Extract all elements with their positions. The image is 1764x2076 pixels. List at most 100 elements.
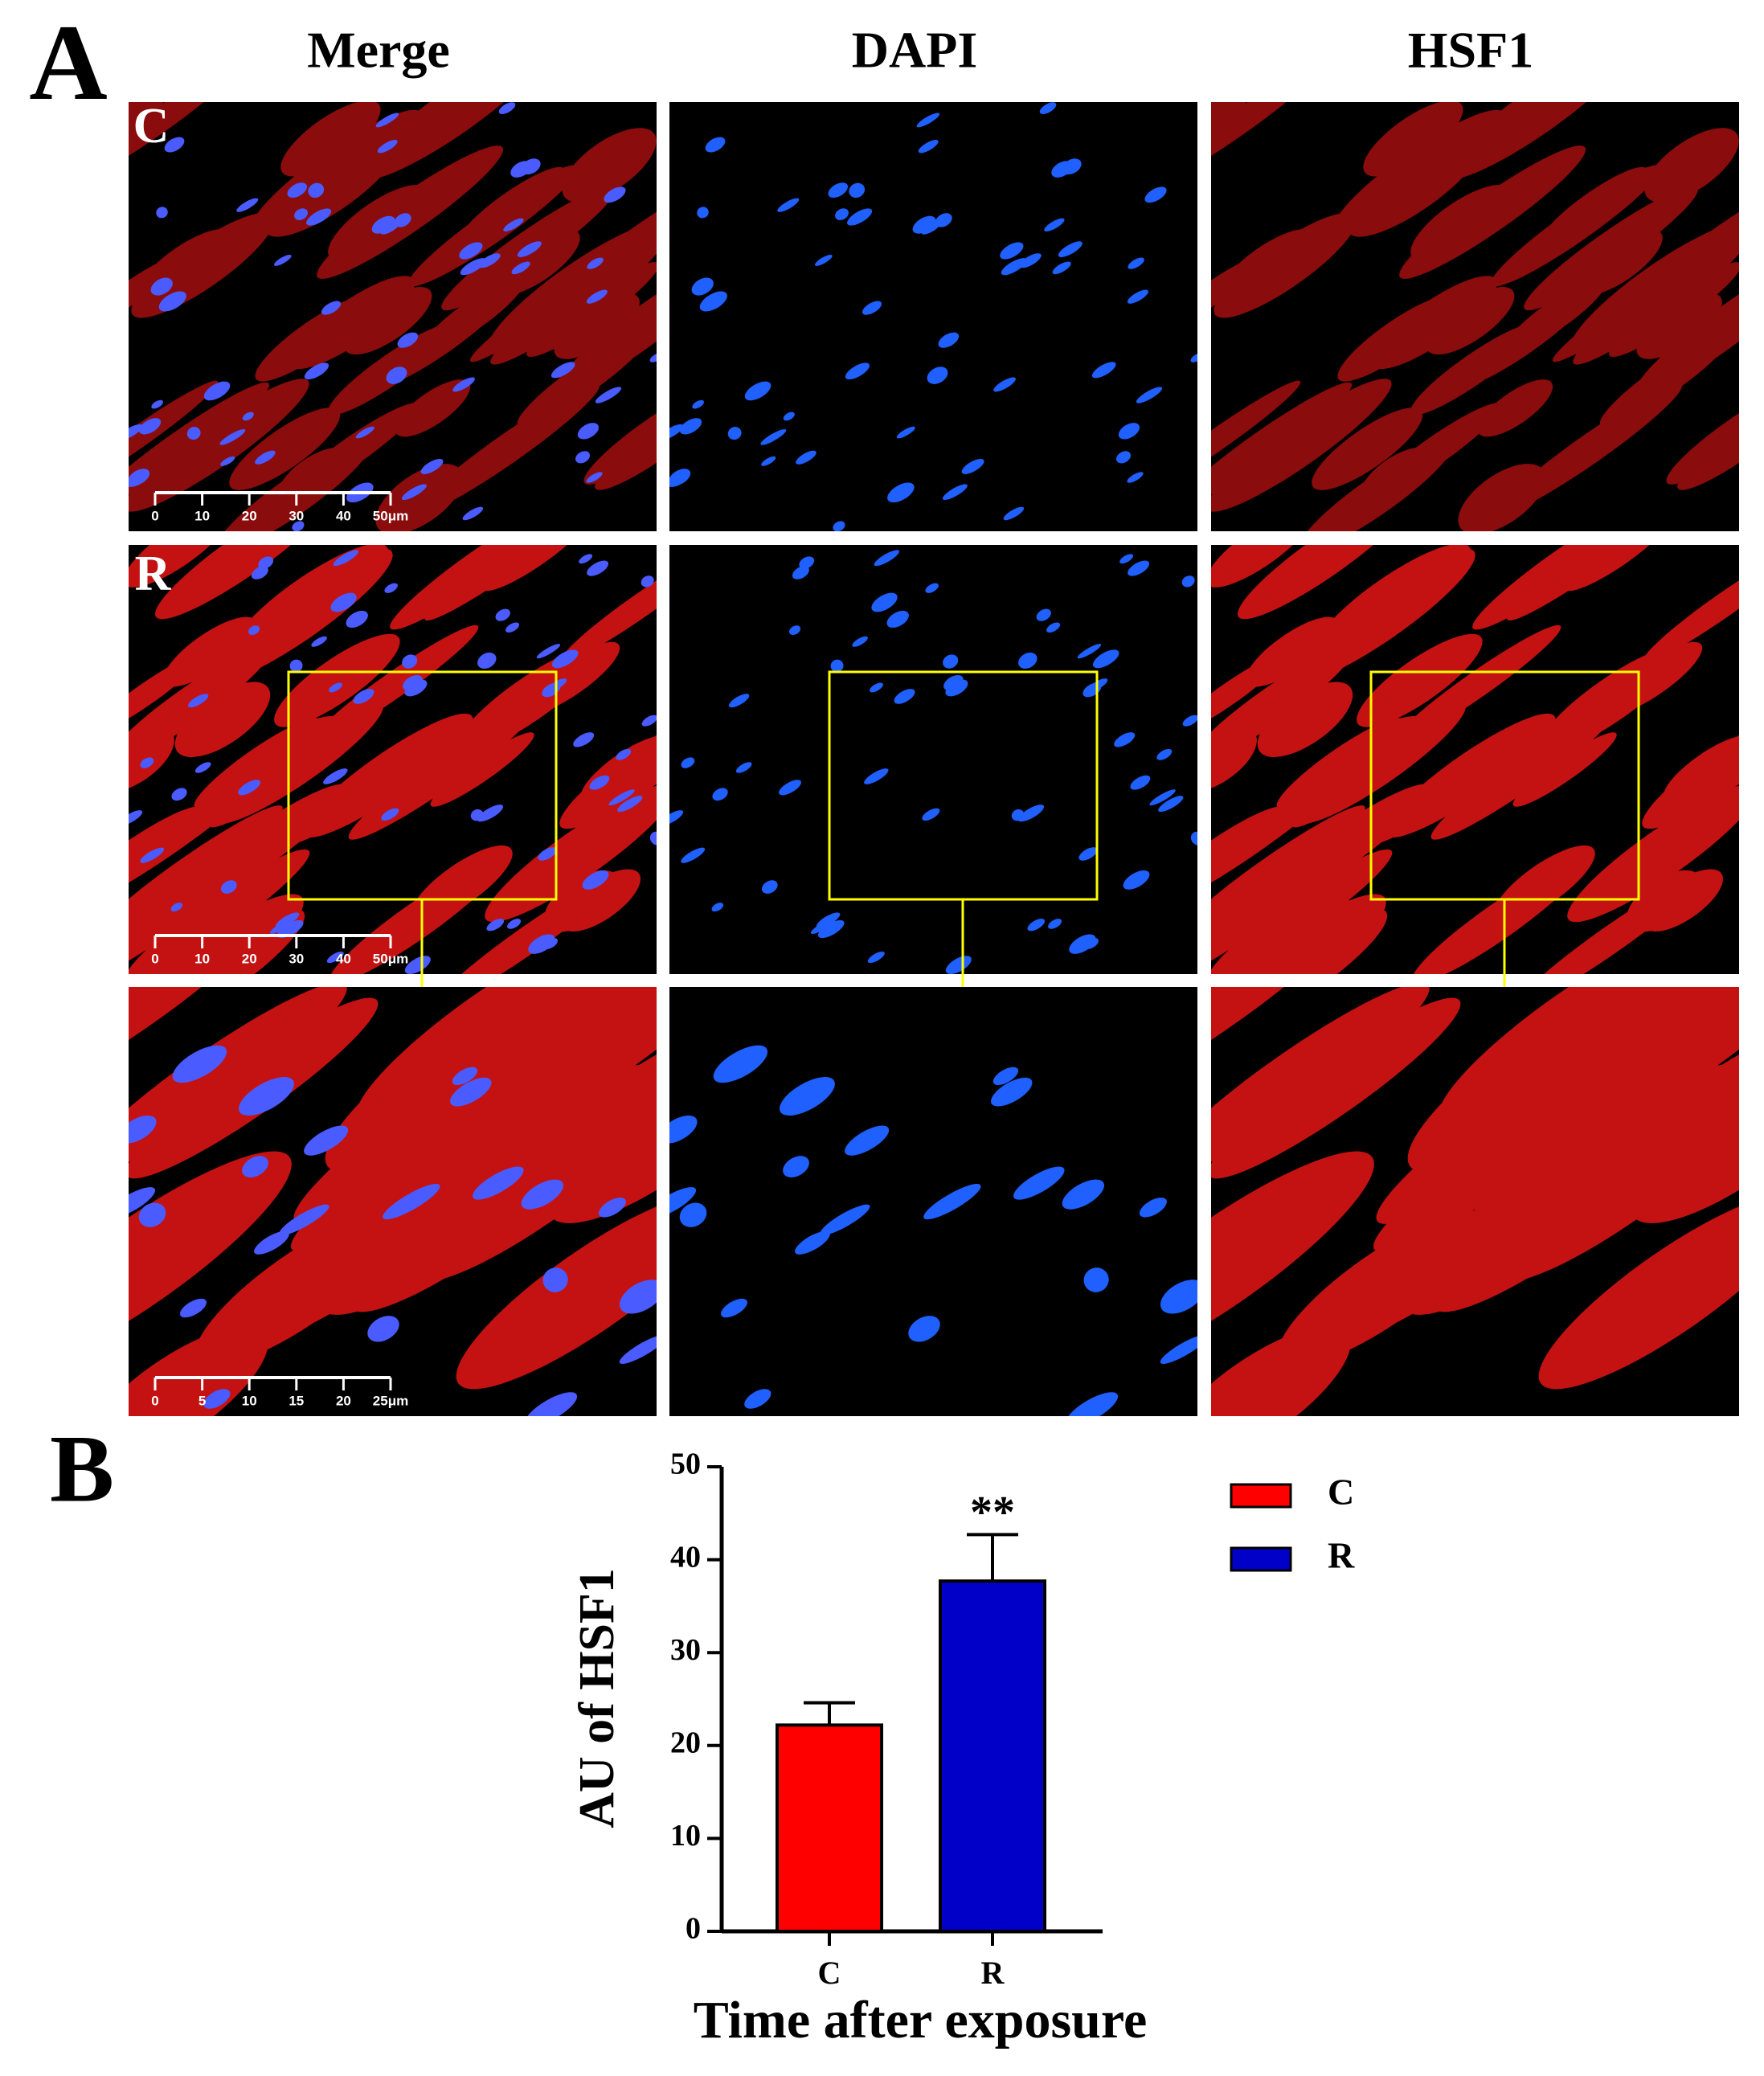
micrograph <box>669 545 1197 974</box>
fiber <box>1211 380 1301 497</box>
nucleus <box>845 362 870 380</box>
nucleus <box>820 1204 870 1235</box>
fiber <box>129 997 379 1179</box>
fiber <box>459 166 565 244</box>
nucleus <box>150 277 173 296</box>
nucleus <box>780 1077 835 1116</box>
fiber <box>1332 109 1505 235</box>
fiber <box>1211 1151 1374 1375</box>
nucleus <box>744 1389 771 1409</box>
nucleus <box>728 694 750 708</box>
nucleus <box>993 1067 1019 1086</box>
nucleus <box>381 808 399 821</box>
fiber <box>129 379 309 512</box>
nucleus <box>777 198 800 212</box>
nucleus <box>1149 789 1176 806</box>
nucleus <box>1116 451 1132 464</box>
fiber <box>375 464 464 531</box>
nucleus <box>587 560 609 576</box>
fiber <box>1357 633 1483 727</box>
nucleus <box>867 951 885 964</box>
nucleus <box>925 583 939 593</box>
nucleus <box>783 412 795 421</box>
nucleus <box>254 1230 289 1255</box>
panel-bg <box>669 545 1197 974</box>
fiber <box>411 845 513 923</box>
fiber <box>1507 545 1672 621</box>
nucleus <box>619 1334 657 1364</box>
nucleus <box>1003 506 1025 521</box>
nucleus <box>1130 775 1151 790</box>
nucleus <box>871 592 898 612</box>
nucleus <box>151 399 163 409</box>
fiber <box>526 262 657 358</box>
nucleus <box>760 429 787 445</box>
fiber <box>1636 293 1722 359</box>
nucleus <box>587 257 604 269</box>
fiber <box>1666 384 1739 485</box>
scale-label: 50μm <box>373 951 408 966</box>
nucleus <box>1046 622 1061 633</box>
nucleus <box>795 1230 830 1255</box>
fiber <box>215 440 371 531</box>
nucleus <box>697 207 709 219</box>
nucleus <box>991 1077 1033 1107</box>
fiber <box>1552 259 1697 362</box>
nucleus <box>242 1156 268 1178</box>
fiber <box>1277 1210 1488 1367</box>
nucleus <box>129 424 143 440</box>
nucleus <box>129 1115 157 1144</box>
nucleus <box>1078 847 1098 861</box>
nucleus <box>239 1077 294 1116</box>
nucleus <box>744 381 771 401</box>
nucleus <box>486 919 505 932</box>
micrograph <box>129 545 657 974</box>
fiber <box>140 908 305 974</box>
nucleus <box>306 208 332 226</box>
fiber <box>559 710 657 829</box>
nucleus <box>129 1187 156 1218</box>
nucleus <box>138 1202 166 1227</box>
nucleus <box>796 450 817 465</box>
nucleus <box>187 694 209 708</box>
fiber <box>129 987 294 1113</box>
nucleus <box>308 182 325 199</box>
fiber <box>1242 784 1431 919</box>
fiber <box>194 1210 406 1367</box>
nucleus <box>1044 218 1065 231</box>
fiber <box>560 548 657 662</box>
nucleus <box>304 1125 349 1156</box>
nucleus <box>251 566 268 579</box>
panel-label: B <box>50 1415 114 1522</box>
y-tick-label: 30 <box>670 1633 701 1667</box>
nucleus <box>377 139 398 154</box>
nucleus <box>404 679 428 697</box>
scale-label: 0 <box>151 508 158 523</box>
nucleus <box>792 566 809 579</box>
nucleus <box>908 1316 940 1342</box>
micrographs: 0 10 20 30 40 50μm 0 10 20 30 40 50μm 0 5 10 15 20 25μm <box>129 102 1739 1416</box>
nucleus <box>138 418 162 435</box>
nucleus <box>617 796 643 813</box>
nucleus <box>927 366 948 384</box>
fiber <box>456 1193 657 1390</box>
legend-swatch <box>1230 1483 1292 1509</box>
nucleus <box>383 1183 440 1220</box>
nucleus <box>346 610 368 629</box>
nucleus <box>619 1280 657 1314</box>
nucleus <box>922 808 940 821</box>
fiber <box>1222 908 1388 974</box>
nucleus <box>887 482 915 503</box>
fiber <box>230 545 389 660</box>
nucleus <box>1019 253 1042 268</box>
nucleus <box>921 222 940 235</box>
nucleus <box>507 919 522 929</box>
fiber <box>1573 265 1712 365</box>
nucleus <box>586 472 603 483</box>
nucleus <box>498 102 516 114</box>
nucleus <box>420 458 444 474</box>
scale-label: 0 <box>151 1393 158 1408</box>
panel-label: A <box>29 3 108 123</box>
nucleus <box>1018 652 1038 669</box>
fiber <box>129 1151 292 1375</box>
